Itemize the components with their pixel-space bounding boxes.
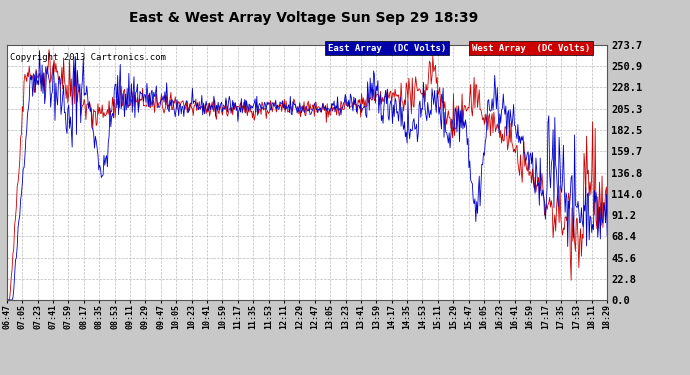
Text: East Array  (DC Volts): East Array (DC Volts) — [328, 44, 446, 53]
Text: East & West Array Voltage Sun Sep 29 18:39: East & West Array Voltage Sun Sep 29 18:… — [129, 11, 478, 25]
Text: Copyright 2013 Cartronics.com: Copyright 2013 Cartronics.com — [10, 53, 166, 62]
Text: West Array  (DC Volts): West Array (DC Volts) — [472, 44, 591, 53]
